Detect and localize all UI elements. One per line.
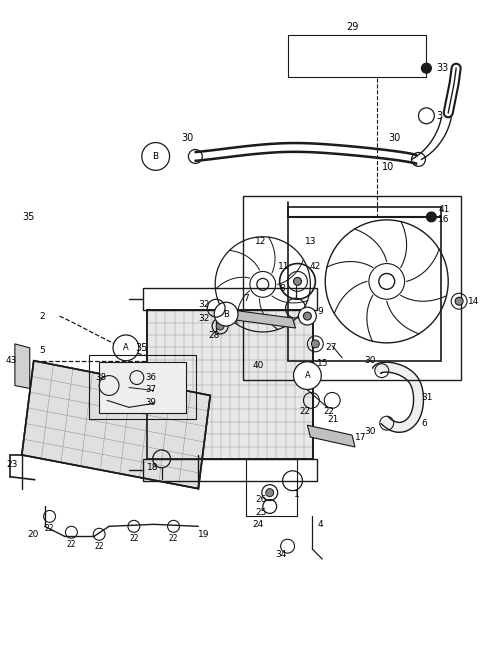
Text: 13: 13 bbox=[305, 237, 317, 246]
Text: 34: 34 bbox=[276, 550, 287, 559]
Circle shape bbox=[421, 63, 432, 73]
Polygon shape bbox=[218, 308, 296, 328]
Text: A: A bbox=[123, 343, 129, 352]
Text: B: B bbox=[153, 152, 159, 161]
Circle shape bbox=[455, 297, 463, 305]
Text: 22: 22 bbox=[300, 407, 311, 416]
Text: 7: 7 bbox=[243, 294, 249, 303]
Text: 11: 11 bbox=[277, 262, 289, 271]
Bar bbox=[288, 35, 426, 77]
Text: 33: 33 bbox=[436, 63, 449, 73]
Text: 17: 17 bbox=[355, 432, 367, 441]
Text: 24: 24 bbox=[252, 520, 263, 529]
Circle shape bbox=[266, 489, 274, 497]
Bar bbox=[89, 355, 196, 419]
Text: 19: 19 bbox=[198, 530, 210, 539]
Text: 3: 3 bbox=[436, 111, 443, 121]
Bar bbox=[147, 310, 313, 459]
Text: 2: 2 bbox=[40, 312, 45, 321]
Bar bbox=[143, 459, 317, 481]
Text: 38: 38 bbox=[95, 373, 106, 382]
Text: 22: 22 bbox=[67, 540, 76, 548]
Text: 35: 35 bbox=[136, 343, 148, 353]
Text: 41: 41 bbox=[438, 205, 450, 213]
Circle shape bbox=[312, 340, 319, 348]
Text: 32: 32 bbox=[198, 314, 210, 323]
Bar bbox=[246, 459, 298, 516]
Text: 30: 30 bbox=[364, 356, 375, 365]
Text: 14: 14 bbox=[468, 297, 480, 306]
Text: 20: 20 bbox=[28, 530, 39, 539]
Text: 31: 31 bbox=[421, 393, 433, 402]
Circle shape bbox=[294, 361, 321, 390]
Circle shape bbox=[214, 302, 238, 326]
Text: 28: 28 bbox=[208, 331, 220, 340]
Bar bbox=[147, 310, 313, 459]
Text: 21: 21 bbox=[327, 415, 338, 424]
Circle shape bbox=[426, 212, 436, 222]
Text: B: B bbox=[223, 310, 229, 319]
Text: 30: 30 bbox=[388, 133, 401, 142]
Circle shape bbox=[142, 142, 169, 171]
Text: 22: 22 bbox=[95, 542, 104, 550]
Text: 1: 1 bbox=[294, 490, 299, 499]
Text: 27: 27 bbox=[325, 343, 336, 352]
Circle shape bbox=[113, 335, 139, 361]
Bar bbox=[243, 196, 461, 380]
Polygon shape bbox=[22, 361, 210, 489]
Text: 39: 39 bbox=[146, 398, 156, 407]
Text: 37: 37 bbox=[146, 385, 157, 394]
Polygon shape bbox=[307, 425, 355, 447]
Text: 12: 12 bbox=[255, 237, 266, 246]
Polygon shape bbox=[372, 362, 423, 432]
Text: 40: 40 bbox=[253, 361, 264, 370]
Text: 30: 30 bbox=[364, 426, 375, 436]
Polygon shape bbox=[15, 344, 30, 388]
Text: 42: 42 bbox=[310, 262, 321, 271]
Text: 22: 22 bbox=[129, 534, 139, 543]
Text: 26: 26 bbox=[256, 495, 267, 504]
Text: 23: 23 bbox=[6, 461, 17, 469]
Text: 30: 30 bbox=[181, 133, 194, 142]
Text: 4: 4 bbox=[317, 520, 323, 529]
Bar bbox=[143, 289, 317, 310]
Circle shape bbox=[303, 312, 312, 320]
Text: 36: 36 bbox=[146, 373, 157, 382]
Text: 32: 32 bbox=[198, 300, 210, 309]
Text: 22: 22 bbox=[323, 407, 334, 416]
Text: 22: 22 bbox=[45, 523, 54, 533]
Circle shape bbox=[294, 277, 301, 285]
Text: 10: 10 bbox=[382, 162, 394, 173]
Text: 15: 15 bbox=[317, 359, 329, 368]
Text: 9: 9 bbox=[317, 306, 323, 316]
Text: 6: 6 bbox=[421, 419, 427, 428]
Text: 22: 22 bbox=[169, 534, 178, 543]
Bar bbox=[288, 207, 441, 361]
Text: 29: 29 bbox=[346, 22, 358, 31]
Text: 25: 25 bbox=[256, 508, 267, 517]
Text: 43: 43 bbox=[6, 356, 17, 365]
Text: 8: 8 bbox=[280, 284, 286, 293]
Text: 16: 16 bbox=[438, 215, 450, 224]
Text: 5: 5 bbox=[40, 346, 46, 356]
Circle shape bbox=[299, 307, 316, 325]
Bar bbox=[99, 361, 186, 413]
Text: 18: 18 bbox=[147, 463, 158, 472]
Circle shape bbox=[216, 322, 224, 330]
Text: 35: 35 bbox=[23, 212, 35, 222]
Text: A: A bbox=[304, 371, 310, 380]
